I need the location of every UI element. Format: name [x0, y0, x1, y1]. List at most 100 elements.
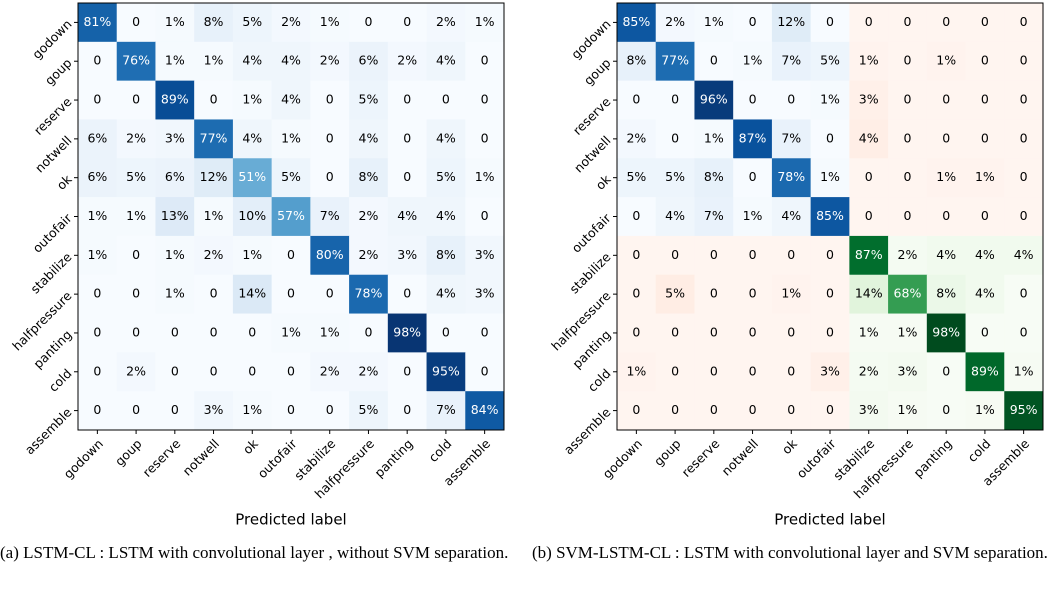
cell-label: 0	[903, 130, 911, 145]
cell	[733, 158, 773, 198]
cell	[465, 352, 505, 392]
cell	[78, 3, 118, 43]
cell-label: 0	[403, 363, 411, 378]
cell-label: 1%	[242, 247, 262, 262]
cell	[78, 197, 118, 237]
cell	[78, 119, 118, 159]
cell-label: 0	[132, 324, 140, 339]
y-tick-label: assemble	[561, 404, 614, 457]
cell-label: 0	[826, 247, 834, 262]
cell	[465, 158, 505, 198]
cell	[655, 352, 695, 392]
cell-label: 96%	[700, 92, 728, 107]
x-tick-label: godown	[599, 436, 644, 481]
cell	[617, 313, 657, 353]
cell-label: 10%	[238, 208, 266, 223]
cell-label: 1%	[204, 53, 224, 68]
cell-label: 6%	[87, 130, 107, 145]
cell-label: 0	[1020, 53, 1028, 68]
cell	[810, 197, 850, 237]
cell	[926, 274, 967, 315]
cell-label: 0	[326, 286, 334, 301]
cell	[694, 313, 734, 353]
cell-label: 85%	[622, 14, 650, 29]
cell	[655, 235, 695, 276]
cell	[965, 158, 1005, 198]
cell	[116, 41, 156, 82]
cell-label: 0	[749, 14, 757, 29]
cell	[926, 391, 967, 431]
cell-label: 0	[326, 169, 334, 184]
cell-label: 5%	[665, 169, 685, 184]
cell-label: 0	[942, 363, 950, 378]
cell-label: 5%	[359, 402, 379, 417]
cell-label: 0	[171, 324, 179, 339]
cell	[426, 352, 466, 392]
cell	[810, 235, 850, 276]
cell-label: 1%	[242, 92, 262, 107]
cell	[349, 3, 389, 43]
cell-label: 0	[132, 92, 140, 107]
cell	[271, 391, 311, 431]
cell-label: 0	[481, 324, 489, 339]
cell	[965, 197, 1005, 237]
cell	[116, 197, 156, 237]
cell-label: 0	[364, 14, 372, 29]
x-tick-label: goup	[651, 436, 684, 469]
y-tick-label: goup	[581, 55, 614, 88]
cell-label: 0	[403, 169, 411, 184]
cell	[810, 3, 850, 43]
cell	[965, 235, 1005, 276]
cell	[965, 80, 1005, 120]
cell	[965, 313, 1005, 353]
cell-label: 1%	[898, 324, 918, 339]
cell-label: 0	[749, 247, 757, 262]
cell	[232, 80, 273, 120]
cell-label: 68%	[894, 286, 922, 301]
cell	[926, 313, 967, 353]
cell	[155, 391, 195, 431]
cell-label: 0	[710, 324, 718, 339]
cell	[387, 197, 428, 237]
cell-label: 0	[787, 247, 795, 262]
cell	[194, 119, 234, 159]
cell	[888, 3, 928, 43]
cell	[733, 274, 773, 315]
cell-label: 1%	[820, 92, 840, 107]
cell	[387, 3, 428, 43]
cell-label: 1%	[204, 208, 224, 223]
cell	[78, 313, 118, 353]
cell	[194, 274, 234, 315]
cell-label: 7%	[436, 402, 456, 417]
cell	[232, 235, 273, 276]
cell-label: 3%	[475, 247, 495, 262]
cell-label: 0	[710, 402, 718, 417]
cell-label: 7%	[781, 53, 801, 68]
y-tick-label: godown	[568, 16, 613, 61]
cell-label: 0	[749, 402, 757, 417]
y-tick-label: reserve	[570, 94, 614, 138]
cell-label: 0	[981, 92, 989, 107]
cell	[387, 41, 428, 82]
cell	[733, 41, 773, 82]
cell-label: 1%	[704, 130, 724, 145]
cell	[694, 235, 734, 276]
cell-label: 0	[403, 92, 411, 107]
cell-label: 0	[671, 324, 679, 339]
cell-label: 4%	[936, 247, 956, 262]
cell-label: 0	[632, 402, 640, 417]
cell	[349, 274, 389, 315]
cell	[1004, 391, 1044, 431]
cell	[194, 235, 234, 276]
heatmap: 81% 0 1% 8% 5% 2% 1% 0 0 2% 1% 0 76% 1% 1% 4% 4% 2% 6% 2% 4%…	[78, 3, 505, 431]
cell-label: 0	[826, 286, 834, 301]
cell-label: 4%	[1014, 247, 1034, 262]
cell	[271, 41, 311, 82]
cell-label: 5%	[820, 53, 840, 68]
cell	[1004, 80, 1044, 120]
cell	[655, 158, 695, 198]
cell-label: 0	[632, 247, 640, 262]
cell-label: 0	[749, 92, 757, 107]
cell-label: 81%	[83, 14, 111, 29]
cell-label: 0	[942, 14, 950, 29]
